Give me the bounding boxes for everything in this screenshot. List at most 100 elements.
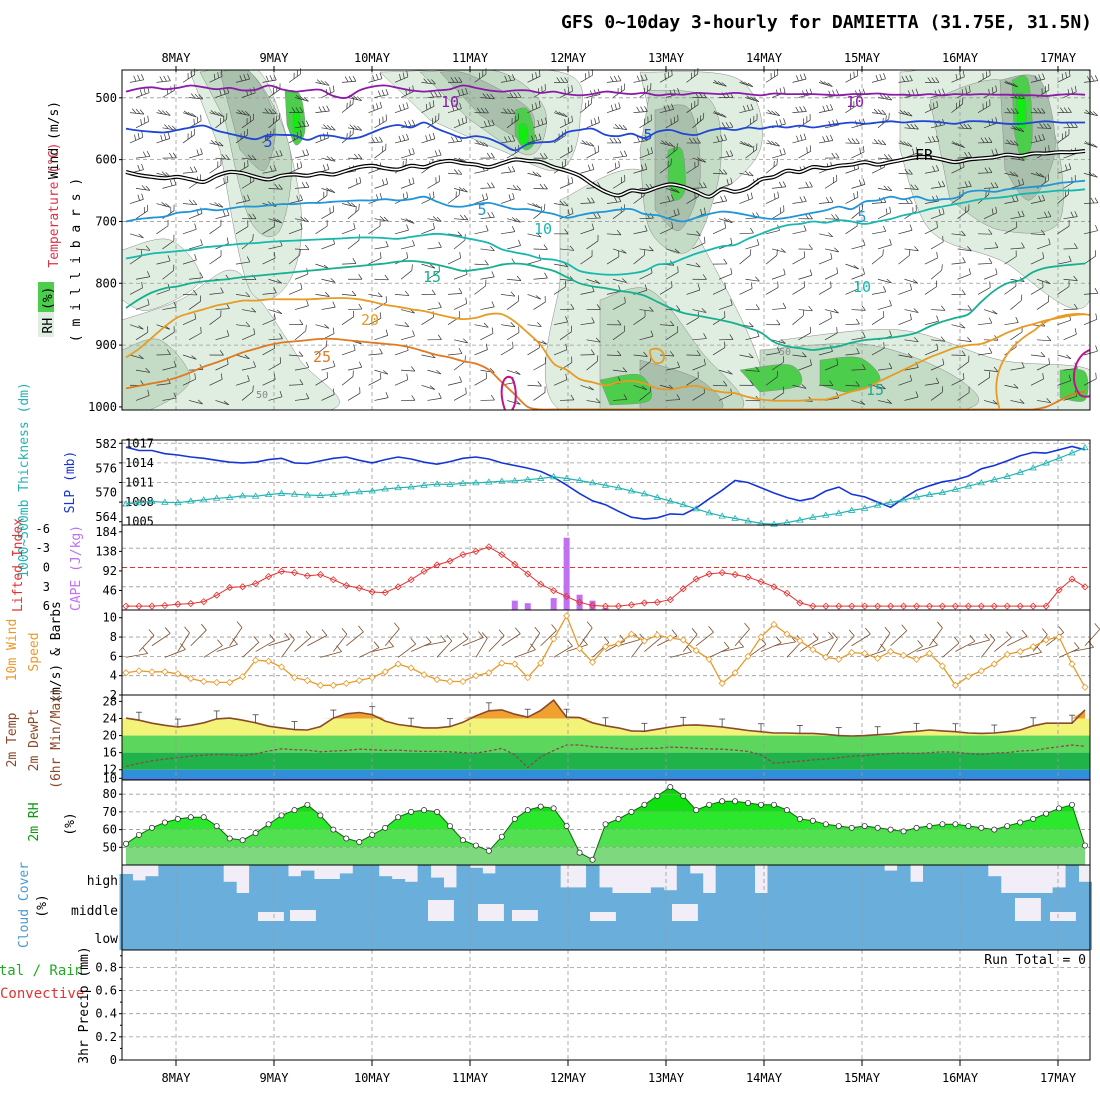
cloud-bar-high	[689, 873, 704, 893]
wind-barb	[659, 221, 674, 235]
wind-barb	[798, 244, 813, 250]
thickness-marker	[601, 481, 610, 488]
thickness-marker	[303, 491, 312, 498]
wind-barb	[447, 231, 463, 237]
wind-barb	[129, 131, 144, 144]
lifted-marker	[135, 602, 143, 610]
wind-barb	[951, 323, 966, 329]
cloud-bar-low	[702, 921, 717, 950]
axis-label: 2m DewPt	[27, 709, 42, 772]
wind-barb	[951, 230, 966, 236]
wind-barb	[527, 133, 542, 144]
wind-barb	[818, 196, 834, 204]
cloud-bar-high	[430, 877, 445, 893]
wind-barb	[294, 244, 310, 251]
wind-barb	[288, 194, 303, 204]
lifted-marker	[550, 587, 558, 595]
wind-barb-flag	[1058, 626, 1064, 633]
wind-barb	[745, 95, 760, 103]
isotherm-30	[500, 375, 517, 410]
wind-barb	[739, 170, 754, 177]
cloud-bar-high	[339, 873, 354, 893]
wind-barb	[315, 340, 328, 356]
wind-barb	[162, 392, 177, 401]
wind-barb-flag	[514, 627, 521, 635]
rh2m-marker	[1017, 819, 1024, 826]
cloud-bar-low	[832, 921, 846, 950]
wind-barb	[480, 327, 494, 341]
wind-barb	[904, 184, 919, 190]
cloud-bar-high	[404, 881, 419, 893]
cloud-bar-low	[417, 921, 432, 950]
y-tick-label: 0	[43, 561, 50, 575]
thickness-marker	[925, 490, 934, 498]
wind-barb-10m	[644, 637, 662, 652]
wind-barb	[771, 302, 787, 310]
thickness-marker	[251, 492, 260, 499]
rh2m-marker	[174, 816, 181, 822]
thickness-marker	[290, 490, 299, 497]
wind-barb	[771, 205, 785, 219]
wind-barb	[983, 206, 998, 219]
wind-barb-flag	[180, 643, 186, 650]
wind-barb	[904, 278, 919, 284]
cloud-bar-low	[987, 921, 1002, 950]
axis-label: 2m Temp	[5, 712, 20, 767]
wind10-marker	[848, 648, 856, 657]
thickness-marker	[640, 490, 649, 497]
wind-barb	[553, 77, 569, 83]
wind-barb	[135, 389, 150, 401]
thickness-marker	[485, 478, 493, 485]
cloud-bar-low	[650, 921, 665, 950]
wind-barb-flag	[321, 629, 328, 636]
y-tick-label: 564	[95, 510, 117, 524]
wind-barb	[1004, 171, 1019, 177]
wind-barb	[162, 360, 177, 371]
wind-barb	[845, 348, 860, 356]
cloud-bar-low	[197, 921, 211, 950]
wind-barb-10m	[216, 643, 238, 652]
rh2m-marker	[459, 837, 466, 844]
thickness-marker	[1042, 459, 1050, 466]
wind-barb-flag	[865, 627, 871, 635]
wind-barb	[533, 357, 547, 371]
wind-barb	[235, 321, 251, 327]
wind-barb	[294, 95, 309, 102]
rh2m-marker	[719, 798, 726, 805]
wind-barb	[368, 220, 381, 235]
rh2m-marker	[330, 826, 337, 833]
wind-barb	[182, 289, 198, 296]
thickness-marker	[420, 481, 428, 488]
wind-barb	[321, 187, 336, 194]
wind-barb	[665, 361, 681, 371]
cloud-level-label: high	[87, 874, 118, 889]
thickness-marker	[899, 496, 908, 503]
cloud-bar-high	[728, 865, 743, 893]
wind-barb	[347, 176, 362, 189]
thickness-marker	[316, 491, 325, 498]
isotherm-20-right	[1034, 313, 1090, 331]
wind-barb	[877, 362, 893, 371]
wind-barb-10m	[320, 651, 342, 658]
cloud-gap-middle	[512, 910, 538, 921]
wind-barb	[533, 386, 546, 401]
wind-barb	[241, 307, 257, 313]
thickness-marker	[187, 497, 195, 504]
cloud-bar-middle	[197, 893, 211, 921]
cloud-bar-low	[845, 921, 859, 950]
day-label: 9MAY	[260, 1071, 290, 1085]
wind-barb	[400, 147, 415, 159]
wind-barb	[877, 185, 893, 192]
lifted-index-line	[126, 546, 1086, 607]
wind10-marker	[148, 668, 156, 676]
wind-barb	[394, 70, 409, 83]
wind-barb	[1010, 294, 1023, 310]
wind10-marker	[226, 678, 234, 687]
wind-barb	[162, 326, 175, 341]
wind-barb	[288, 68, 301, 83]
wind-barb	[951, 289, 966, 296]
y-tick-label: 800	[95, 276, 117, 290]
cloud-bar-low	[573, 921, 587, 950]
cloud-bar-high	[884, 870, 898, 893]
